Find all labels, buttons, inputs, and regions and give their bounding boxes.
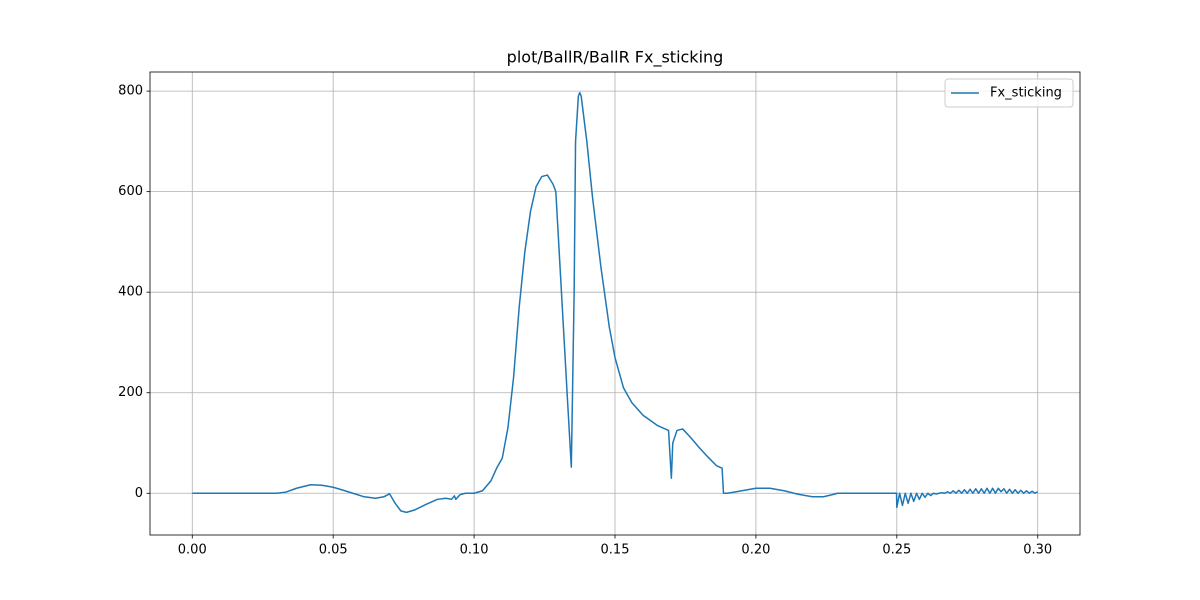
x-tick-label: 0.00 — [178, 543, 207, 558]
x-tick-label: 0.20 — [741, 543, 770, 558]
data-line — [192, 91, 1039, 514]
chart-title: plot/BallR/BallR Fx_sticking — [507, 48, 724, 68]
axes-frame — [149, 71, 1081, 536]
legend-label: Fx_sticking — [990, 86, 1062, 101]
y-tick-label: 400 — [118, 285, 143, 300]
x-tick-label: 0.05 — [319, 543, 348, 558]
x-tick-label: 0.30 — [1023, 543, 1052, 558]
y-tick-label: 600 — [118, 184, 143, 199]
legend-box — [944, 78, 1074, 108]
x-tick-label: 0.15 — [601, 543, 630, 558]
x-tick-label: 0.10 — [460, 543, 489, 558]
y-tick-label: 0 — [135, 486, 143, 501]
x-tick-label: 0.25 — [882, 543, 911, 558]
y-tick-label: 200 — [118, 385, 143, 400]
y-tick-label: 800 — [118, 84, 143, 99]
